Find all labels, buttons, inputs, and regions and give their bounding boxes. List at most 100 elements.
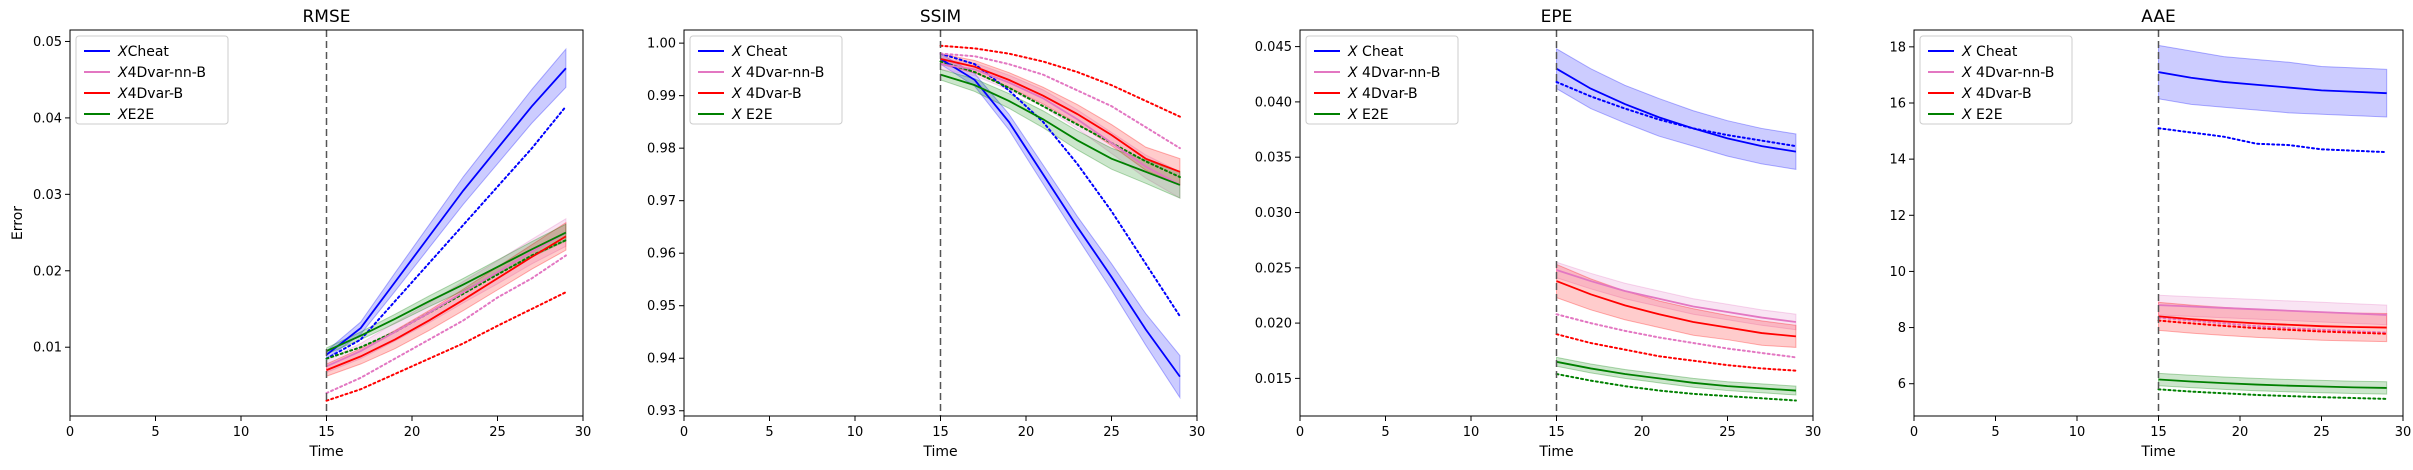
x-tick-label: 10 — [233, 425, 250, 440]
legend-entry: X E2E — [1961, 107, 2003, 123]
legend-entry: X 4Dvar-nn-B — [1347, 65, 1440, 81]
legend-entry: X 4Dvar-nn-B — [1961, 65, 2054, 81]
chart-title: SSIM — [920, 7, 961, 27]
confidence-band-0 — [2158, 44, 2388, 118]
legend-entry-symbol: X — [117, 86, 128, 102]
legend-entry-symbol: X — [731, 44, 742, 60]
y-tick-label: 0.98 — [647, 142, 676, 157]
series-line-2 — [1556, 280, 1796, 338]
confidence-band-2 — [1556, 263, 1797, 348]
legend-entry-name: 4Dvar-B — [1972, 86, 2032, 102]
y-tick-label: 0.04 — [33, 111, 62, 126]
legend-entry-symbol: X — [1347, 65, 1358, 81]
x-tick-label: 25 — [489, 425, 506, 440]
y-tick-label: 0.01 — [33, 341, 62, 356]
series-line-1 — [326, 231, 567, 368]
chart-title: AAE — [2141, 7, 2175, 27]
x-tick-label: 5 — [765, 425, 773, 440]
legend-entry-symbol: X — [1347, 44, 1358, 60]
y-tick-label: 1.00 — [647, 37, 676, 52]
x-tick-label: 10 — [1463, 425, 1480, 440]
legend-entry: XE2E — [117, 107, 154, 123]
dotted-series-1 — [325, 254, 567, 395]
x-tick-label: 30 — [1189, 425, 1206, 440]
legend-entry-name: Cheat — [742, 44, 788, 60]
legend-entry-symbol: X — [117, 44, 128, 60]
y-tick-label: 0.020 — [1255, 317, 1292, 332]
axes-frame — [683, 29, 1198, 417]
dotted-series-1 — [1555, 313, 1797, 359]
legend-entry-name: Cheat — [1358, 44, 1404, 60]
y-tick-label: 0.030 — [1255, 206, 1292, 221]
x-tick-label: 25 — [1719, 425, 1736, 440]
x-tick-label: 15 — [932, 425, 949, 440]
series-line-2 — [326, 235, 567, 371]
series-line-3 — [326, 231, 567, 352]
confidence-band-3 — [2158, 372, 2388, 395]
y-tick-label: 0.03 — [33, 188, 62, 203]
x-tick-label: 10 — [2069, 425, 2086, 440]
dotted-series-0 — [1555, 80, 1797, 148]
legend-entry: X Cheat — [1961, 44, 2018, 60]
dotted-series-3 — [1555, 372, 1797, 402]
legend-entry-name: 4Dvar-nn-B — [1358, 65, 1441, 81]
plot-area — [1555, 47, 1797, 402]
plot-area — [2157, 44, 2388, 400]
legend-entry-name: 4Dvar-nn-B — [742, 65, 825, 81]
legend-entry-name: E2E — [1358, 107, 1389, 123]
x-tick-label: 30 — [2395, 425, 2412, 440]
legend-entry-symbol: X — [1961, 107, 1972, 123]
legend-box — [1919, 35, 2073, 125]
legend-entry: XCheat — [117, 44, 169, 60]
series-line-2 — [940, 58, 1181, 173]
y-tick-label: 0.035 — [1255, 151, 1292, 166]
y-tick-label: 0.02 — [33, 264, 62, 279]
dotted-series-2 — [2157, 319, 2388, 335]
series-line-2 — [2158, 315, 2387, 329]
dotted-series-2 — [1555, 333, 1797, 372]
dotted-series-1 — [939, 52, 1181, 150]
y-tick-label: 0.045 — [1255, 40, 1292, 55]
legend-entry: X 4Dvar-nn-B — [731, 65, 824, 81]
y-tick-label: 12 — [1889, 209, 1906, 224]
series-line-1 — [1556, 269, 1797, 323]
legend-entry: X 4Dvar-B — [1961, 86, 2032, 102]
legend-entry-name: Cheat — [1972, 44, 2018, 60]
chart-panel-ssim: SSIM 0 5 10 15 20 25 30 0.93 0.94 0.95 0.96 0.97 0.98… — [647, 7, 1205, 460]
series-line-3 — [1556, 360, 1796, 392]
legend-entry-symbol: X — [117, 107, 128, 123]
legend-entry-symbol: X — [1961, 65, 1972, 81]
chart-title: RMSE — [302, 7, 350, 27]
legend-entry-name: 4Dvar-nn-B — [1972, 65, 2055, 81]
x-tick-label: 5 — [1991, 425, 1999, 440]
series-line-3 — [2158, 378, 2387, 389]
y-tick-label: 18 — [1889, 40, 1906, 55]
legend-entry-symbol: X — [1961, 86, 1972, 102]
x-tick-label: 0 — [66, 425, 74, 440]
chart-title: EPE — [1541, 7, 1573, 27]
dotted-series-3 — [939, 60, 1181, 179]
y-tick-label: 0.040 — [1255, 95, 1292, 110]
dotted-series-2 — [325, 291, 567, 402]
y-tick-label: 8 — [1898, 321, 1906, 336]
y-tick-label: 0.93 — [647, 404, 676, 419]
x-tick-label: 5 — [1381, 425, 1389, 440]
x-tick-label: 15 — [318, 425, 335, 440]
plot-area — [939, 44, 1181, 400]
y-tick-label: 10 — [1889, 265, 1906, 280]
series-line-1 — [2158, 304, 2387, 316]
confidence-band-0 — [940, 52, 1181, 400]
legend-entry: X Cheat — [731, 44, 788, 60]
legend-entry-name: E2E — [1972, 107, 2003, 123]
y-tick-label: 16 — [1889, 96, 1906, 111]
y-tick-label: 6 — [1898, 377, 1906, 392]
dotted-series-1 — [2157, 316, 2388, 334]
x-tick-label: 30 — [1805, 425, 1822, 440]
legend-entry: X Cheat — [1347, 44, 1404, 60]
series-line-1 — [940, 63, 1181, 186]
legend-entry: X 4Dvar-B — [1347, 86, 1418, 102]
x-tick-label: 0 — [1296, 425, 1304, 440]
legend-entry-symbol: X — [1347, 107, 1358, 123]
